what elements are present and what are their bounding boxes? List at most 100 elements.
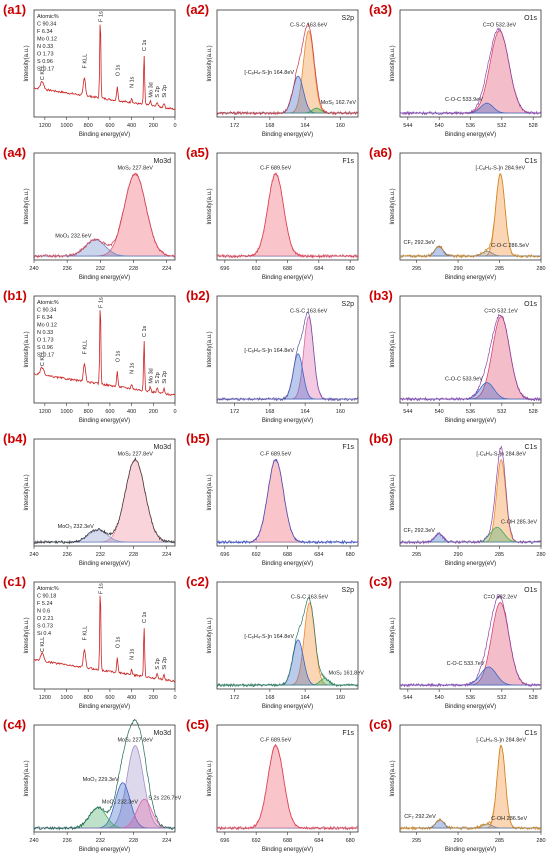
panel-a1: (a1) 1200 1000 800 600 400 200 0 Binding energy(… xyxy=(3,2,177,138)
x-tick-label: 1200 xyxy=(39,123,51,129)
atomic-line: S 0.96 xyxy=(37,345,53,351)
x-axis-label: Binding energy(eV) xyxy=(262,704,313,710)
atomic-line: C 90.18 xyxy=(37,594,56,600)
x-tick-label: 164 xyxy=(301,123,310,129)
atomic-line: S 0.73 xyxy=(37,624,53,630)
panel-b1: (b1) 1200 1000 800 600 400 200 0 Binding energy(… xyxy=(3,288,177,424)
x-tick-label: 528 xyxy=(529,123,538,129)
panel-label: (b6) xyxy=(369,431,393,446)
component-peak xyxy=(400,250,541,257)
plot-frame xyxy=(33,724,176,833)
panel-c2: (c2) S2p 172 168 164 160 Binding energy(eV) Int… xyxy=(186,574,364,710)
x-tick-label: 692 xyxy=(252,552,261,558)
peak-label: F KLL xyxy=(82,340,88,355)
atomic-line: O 1.73 xyxy=(37,338,54,344)
x-tick-label: 160 xyxy=(336,123,345,129)
plot-frame xyxy=(216,295,359,404)
x-tick-label: 800 xyxy=(84,123,93,129)
panel-tag: O1s xyxy=(524,587,537,594)
x-tick-label: 600 xyxy=(105,409,114,415)
component-label: CF₂ 292.3eV xyxy=(403,528,435,534)
x-tick-label: 1000 xyxy=(60,123,72,129)
x-axis-label: Binding energy(eV) xyxy=(445,704,496,710)
x-tick-label: 240 xyxy=(29,266,38,272)
component-peak xyxy=(217,316,358,400)
plot-frame xyxy=(33,295,176,404)
x-tick-label: 1000 xyxy=(60,695,72,701)
plot-frame xyxy=(399,724,542,833)
peak-label: N 1s xyxy=(130,362,136,374)
component-peak xyxy=(400,533,541,543)
raw-data-line xyxy=(33,172,176,259)
plot-frame xyxy=(399,438,542,547)
peak-label: F 1s xyxy=(98,583,104,594)
peak-label: S 2p xyxy=(155,372,161,383)
x-tick-label: 544 xyxy=(403,695,412,701)
panel-a5: (a5) F1s 696 692 688 684 680 Binding energy(eV)… xyxy=(186,145,359,281)
panel-a6: (a6) C1s 295 290 285 280 Binding energy(eV) Int… xyxy=(369,145,546,281)
x-axis-label: Binding energy(eV) xyxy=(79,561,130,567)
component-label: MoO₃ 232.3eV xyxy=(102,800,139,806)
panel-label: (a2) xyxy=(186,2,209,17)
plot-frame xyxy=(33,152,176,261)
component-label: C-O-C 533.9eV xyxy=(445,97,483,103)
component-label: C-S-C 163.6eV xyxy=(290,23,328,29)
x-tick-label: 290 xyxy=(453,552,462,558)
panel-label: (b1) xyxy=(3,288,27,303)
x-tick-label: 232 xyxy=(96,266,105,272)
panel-tag: Mo3d xyxy=(153,444,171,451)
x-axis-label: Binding energy(eV) xyxy=(445,561,496,567)
panel-label: (b4) xyxy=(3,431,27,446)
x-tick-label: 164 xyxy=(301,409,310,415)
component-label: MoS₂ 161.8eV xyxy=(329,671,365,677)
x-tick-label: 800 xyxy=(84,695,93,701)
plot-frame xyxy=(216,581,359,690)
x-axis-label: Binding energy(eV) xyxy=(79,275,130,281)
atomic-line: C 90.34 xyxy=(37,22,56,28)
x-tick-label: 280 xyxy=(536,552,545,558)
component-label: MoS₂ 227.8eV xyxy=(117,166,153,172)
panel-label: (c2) xyxy=(186,574,209,589)
x-axis-label: Binding energy(eV) xyxy=(79,847,130,853)
panel-tag: S2p xyxy=(342,15,355,22)
panel-a3: (a3) O1s 544 540 536 532 528 Binding energy(eV)… xyxy=(369,2,542,138)
raw-data-line xyxy=(400,594,542,688)
x-axis-label: Binding energy(eV) xyxy=(445,275,496,281)
plot-frame xyxy=(216,9,359,118)
panel-label: (c4) xyxy=(3,717,26,732)
x-tick-label: 1200 xyxy=(39,409,51,415)
x-tick-label: 295 xyxy=(412,266,421,272)
component-label: C-O-C 533.9eV xyxy=(445,377,483,383)
y-axis-label: Intensity(a.u.) xyxy=(390,331,396,367)
component-peak xyxy=(217,173,358,257)
peak-label: Si 2p xyxy=(162,371,168,384)
component-label: MoS₂ 162.7eV xyxy=(321,100,357,106)
atomic-line: O 2.21 xyxy=(37,616,54,622)
atomic-line: S 0.96 xyxy=(37,59,53,65)
peak-label: C 1s xyxy=(142,611,148,623)
panel-label: (a3) xyxy=(369,2,392,17)
panel-tag: F1s xyxy=(342,730,354,737)
atomic-line: Si 0.17 xyxy=(37,67,54,73)
survey-line xyxy=(33,595,176,683)
x-tick-label: 532 xyxy=(497,409,506,415)
atomic-line: Si 0.17 xyxy=(37,353,54,359)
atomic-line: Si 0.4 xyxy=(37,631,51,637)
x-tick-label: 688 xyxy=(283,552,292,558)
x-tick-label: 544 xyxy=(403,409,412,415)
component-label: MoS₂ 227.8eV xyxy=(117,452,153,458)
atomic-line: C 90.34 xyxy=(37,308,56,314)
x-tick-label: 696 xyxy=(220,838,229,844)
component-peak xyxy=(217,745,358,829)
atomic-line: N 0.33 xyxy=(37,44,53,50)
x-tick-label: 600 xyxy=(105,123,114,129)
survey-line xyxy=(34,24,176,111)
x-axis-label: Binding energy(eV) xyxy=(445,847,496,853)
x-tick-label: 285 xyxy=(495,838,504,844)
y-axis-label: Intensity(a.u.) xyxy=(207,617,213,653)
peak-label: F KLL xyxy=(82,626,88,641)
panel-label: (a4) xyxy=(3,145,26,160)
x-tick-label: 536 xyxy=(466,123,475,129)
x-tick-label: 692 xyxy=(252,838,261,844)
